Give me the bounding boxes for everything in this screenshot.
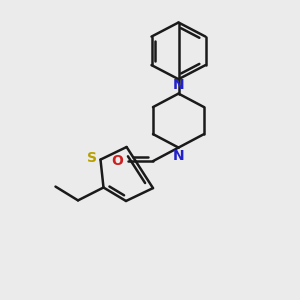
Text: N: N <box>173 78 184 92</box>
Text: O: O <box>111 154 123 168</box>
Text: N: N <box>173 149 184 163</box>
Text: S: S <box>88 151 98 165</box>
